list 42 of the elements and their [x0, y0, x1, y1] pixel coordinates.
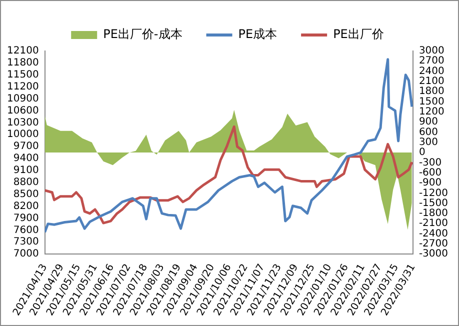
y-tick-label: 10600 [7, 105, 39, 116]
y2-tick-label: 600 [418, 126, 438, 138]
y-tick-label: 7900 [13, 212, 39, 224]
y2-tick-label: 2100 [418, 76, 444, 88]
y-tick-label: 7600 [13, 224, 39, 236]
y2-tick-label: 1800 [418, 86, 444, 98]
y2-tick-label: -3000 [418, 248, 448, 260]
y2-tick-label: 2400 [418, 66, 444, 77]
y-tick-label: 11200 [7, 81, 39, 92]
y-tick-label: 11800 [7, 58, 39, 69]
y-tick-label: 10000 [7, 129, 39, 140]
y-tick-label: 9100 [13, 165, 39, 176]
y2-tick-label: 2700 [418, 56, 444, 67]
y-tick-label: 8800 [13, 177, 39, 188]
y2-tick-label: 900 [418, 116, 438, 128]
y-tick-label: 10300 [7, 117, 39, 128]
y2-tick-label: 3000 [418, 46, 444, 57]
y2-tick-label: -2700 [418, 238, 448, 250]
legend-label: PE出厂价 [333, 27, 384, 42]
y2-tick-label: -300 [418, 157, 442, 168]
y2-tick-label: 0 [418, 147, 426, 158]
y-tick-label: 10900 [7, 93, 39, 104]
y2-tick-label: -2400 [418, 228, 448, 240]
y2-tick-label: 300 [418, 136, 438, 148]
legend-label: PE出厂价-成本 [103, 27, 182, 42]
y-tick-label: 8200 [13, 200, 39, 212]
y-tick-label: 12100 [7, 46, 39, 57]
y2-tick-label: -1500 [418, 198, 448, 209]
y2-tick-label: -900 [418, 178, 442, 189]
y2-tick-label: -600 [418, 167, 442, 178]
y-tick-label: 7000 [13, 248, 39, 260]
legend-label: PE成本 [238, 27, 278, 42]
y2-tick-label: 1500 [418, 96, 444, 108]
y-tick-label: 11500 [7, 69, 39, 80]
y-tick-label: 7300 [13, 236, 39, 248]
y-tick-label: 9700 [13, 141, 39, 152]
y2-tick-label: -1800 [418, 208, 448, 220]
y-tick-label: 8500 [13, 188, 39, 200]
y2-tick-label: -1200 [418, 188, 448, 199]
y-tick-label: 9400 [13, 153, 39, 164]
y2-tick-label: -2100 [418, 218, 448, 230]
y2-tick-label: 1200 [418, 106, 444, 118]
